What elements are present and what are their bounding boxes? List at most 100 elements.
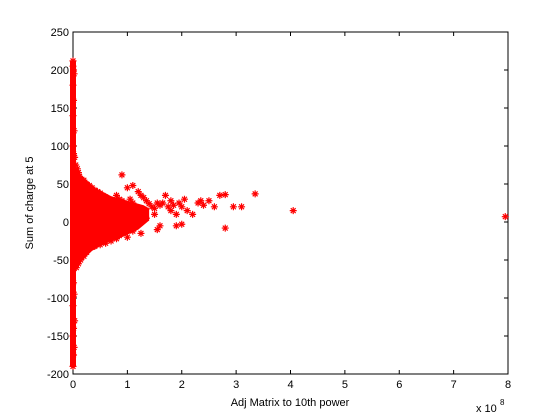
data-point xyxy=(129,199,137,207)
data-point xyxy=(123,233,131,241)
data-point xyxy=(229,203,237,211)
y-tick-label: 150 xyxy=(51,103,69,115)
y-tick-label: 250 xyxy=(51,27,69,39)
x-tick-label: 2 xyxy=(179,379,185,391)
data-point xyxy=(69,62,77,70)
y-tick-label: -200 xyxy=(47,369,69,381)
data-point xyxy=(161,191,169,199)
data-point xyxy=(145,200,153,208)
data-point xyxy=(137,191,145,199)
data-point xyxy=(180,195,188,203)
x-tick-label: 6 xyxy=(396,379,402,391)
data-point xyxy=(118,197,126,205)
data-point xyxy=(85,182,93,190)
y-tick-label: 50 xyxy=(57,179,69,191)
data-point xyxy=(80,252,88,260)
data-point xyxy=(164,203,172,211)
data-point xyxy=(70,343,78,351)
data-point xyxy=(148,203,156,211)
data-point xyxy=(69,142,77,150)
data-point xyxy=(251,190,259,198)
data-point xyxy=(70,127,78,135)
data-point xyxy=(183,207,191,215)
x-tick-label: 5 xyxy=(342,379,348,391)
data-point xyxy=(73,165,81,173)
data-point xyxy=(170,201,178,209)
y-tick-label: 100 xyxy=(51,141,69,153)
data-point xyxy=(137,229,145,237)
x-exponent-label: x 10 xyxy=(476,403,497,415)
data-point xyxy=(76,172,84,180)
data-point xyxy=(140,194,148,202)
data-point xyxy=(70,70,78,78)
data-point xyxy=(140,210,148,218)
y-tick-label: -100 xyxy=(47,293,69,305)
data-point xyxy=(80,176,88,184)
data-point xyxy=(205,197,213,205)
data-point xyxy=(115,232,123,240)
x-tick-label: 1 xyxy=(124,379,130,391)
data-point xyxy=(142,197,150,205)
data-point xyxy=(74,169,82,177)
data-point xyxy=(69,57,77,65)
data-point xyxy=(91,186,99,194)
data-point xyxy=(134,188,142,196)
data-point xyxy=(113,235,120,243)
data-point xyxy=(156,201,164,209)
data-point xyxy=(113,191,120,199)
y-tick-label: 0 xyxy=(63,217,69,229)
data-point xyxy=(178,203,186,211)
data-point xyxy=(70,150,78,158)
data-point xyxy=(210,203,218,211)
data-point xyxy=(104,195,112,203)
data-point xyxy=(197,197,205,205)
data-point xyxy=(69,112,77,120)
plot-area xyxy=(72,31,509,375)
data-point xyxy=(153,199,161,207)
data-point xyxy=(107,197,115,205)
data-point xyxy=(115,195,123,203)
data-point xyxy=(88,184,96,192)
data-point xyxy=(175,199,183,207)
data-point xyxy=(83,180,91,188)
data-point xyxy=(72,264,80,272)
data-point xyxy=(221,191,229,199)
data-points xyxy=(69,57,509,370)
data-point xyxy=(71,153,79,161)
data-point xyxy=(70,96,78,104)
data-point xyxy=(156,222,164,230)
x-tick-label: 8 xyxy=(505,379,511,391)
data-point xyxy=(107,237,115,245)
x-axis-label: Adj Matrix to 10th power xyxy=(231,397,350,409)
data-point xyxy=(96,189,104,197)
data-point xyxy=(167,207,175,215)
data-point xyxy=(69,302,77,310)
data-point xyxy=(167,197,175,205)
data-point xyxy=(123,184,131,192)
x-axis-ticks: 0 1 2 3 4 5 6 7 8 xyxy=(70,32,511,391)
data-point xyxy=(110,198,118,206)
data-point xyxy=(102,239,110,247)
data-point xyxy=(153,226,161,234)
x-tick-label: 3 xyxy=(233,379,239,391)
data-point xyxy=(72,161,80,169)
data-point xyxy=(289,207,297,215)
data-point xyxy=(69,81,77,89)
x-tick-label: 7 xyxy=(451,379,457,391)
data-point xyxy=(216,191,224,199)
y-tick-label: -150 xyxy=(47,331,69,343)
data-point xyxy=(159,199,167,207)
x-tick-label: 4 xyxy=(287,379,293,391)
data-point xyxy=(70,290,78,298)
data-point xyxy=(129,227,137,235)
data-point xyxy=(172,210,180,218)
data-point xyxy=(69,332,77,340)
data-point xyxy=(70,324,78,332)
data-point xyxy=(121,199,129,207)
data-point xyxy=(142,214,150,222)
data-point xyxy=(83,248,91,256)
y-axis-label: Sum of charge at 5 xyxy=(24,157,36,250)
data-point xyxy=(134,207,142,215)
